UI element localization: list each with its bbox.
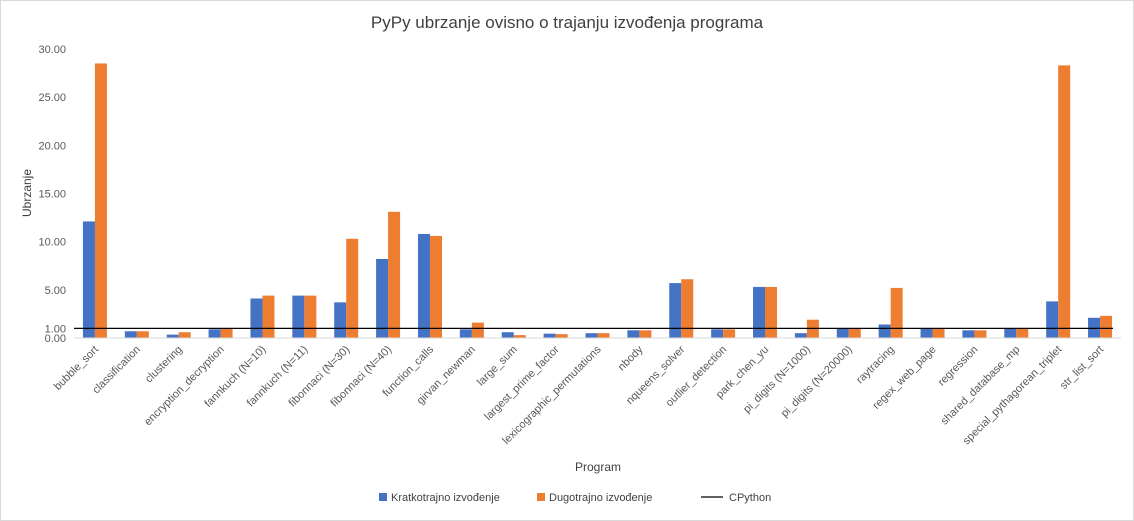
y-tick-label: 30.00	[38, 44, 66, 56]
bar-short-21	[962, 330, 975, 338]
bar-short-7	[376, 259, 389, 338]
y-tick-label: 0.00	[45, 333, 66, 345]
bar-short-16	[753, 286, 766, 338]
bar-long-16	[765, 286, 778, 338]
y-tick-label: 15.00	[38, 189, 66, 201]
bar-short-6	[334, 302, 347, 338]
bar-long-19	[890, 287, 903, 338]
bar-long-7	[388, 211, 401, 338]
y-tick-label: 10.00	[38, 237, 66, 249]
bar-short-3	[208, 329, 221, 338]
legend-swatch-1	[537, 493, 545, 501]
x-axis-title: Program	[575, 460, 621, 474]
y-tick-label: 1.00	[45, 323, 66, 335]
bar-long-3	[220, 328, 233, 338]
bars-group	[82, 63, 1113, 339]
x-tick-label: pi_digits (N=20000)	[779, 344, 855, 420]
bar-short-5	[292, 295, 305, 338]
bar-short-9	[459, 329, 472, 338]
bar-long-22	[1016, 328, 1029, 338]
y-tick-label: 25.00	[38, 92, 66, 104]
bar-long-9	[471, 322, 484, 338]
bar-long-8	[429, 235, 442, 338]
y-tick-label: 5.00	[45, 285, 66, 297]
bar-long-6	[346, 238, 359, 338]
bar-long-21	[974, 330, 987, 338]
bar-long-1	[136, 331, 149, 338]
x-tick-label: str_list_sort	[1058, 344, 1106, 392]
bar-short-19	[878, 324, 891, 338]
x-tick-label: encryption_decryption	[142, 344, 227, 429]
bar-short-18	[836, 328, 849, 338]
bar-long-2	[178, 332, 191, 338]
bar-short-4	[250, 298, 263, 338]
bar-long-15	[723, 329, 736, 338]
bar-short-12	[585, 333, 598, 338]
bar-long-12	[597, 333, 610, 338]
bar-long-13	[639, 330, 652, 338]
bar-short-14	[669, 283, 682, 338]
x-tick-label: shared_database_mp	[939, 344, 1023, 428]
y-axis-ticks: 0.001.00 5.00 10.00 15.00 20.00 25.00 30.00	[38, 44, 66, 345]
bar-short-15	[711, 329, 724, 338]
x-tick-label: clustering	[143, 344, 185, 386]
bar-short-0	[82, 221, 95, 338]
y-tick-label: 20.00	[38, 140, 66, 152]
y-axis-title: Ubrzanje	[20, 169, 34, 217]
bar-short-22	[1004, 328, 1017, 338]
legend: Kratkotrajno izvođenje Dugotrajno izvođen…	[379, 492, 771, 504]
legend-label-0: Kratkotrajno izvođenje	[391, 492, 500, 504]
bar-long-10	[513, 335, 526, 338]
bar-short-23	[1046, 301, 1059, 338]
chart-title: PyPy ubrzanje ovisno o trajanju izvođenj…	[371, 13, 764, 32]
bar-long-24	[1100, 315, 1113, 338]
bar-short-2	[166, 334, 179, 338]
bar-short-11	[543, 333, 556, 338]
bar-long-5	[304, 295, 317, 338]
axes-group	[74, 327, 1121, 339]
legend-swatch-0	[379, 493, 387, 501]
x-tick-label: nbody	[616, 343, 646, 373]
bar-short-1	[124, 331, 137, 338]
bar-long-4	[262, 295, 275, 338]
bar-long-23	[1058, 65, 1071, 339]
bar-long-18	[848, 328, 861, 338]
bar-short-8	[417, 233, 430, 338]
bar-long-20	[932, 328, 945, 338]
legend-label-1: Dugotrajno izvođenje	[549, 492, 652, 504]
bar-long-0	[94, 63, 107, 338]
bar-long-11	[555, 334, 568, 338]
bar-short-17	[794, 333, 807, 338]
x-tick-label: largest_prime_factor	[482, 343, 562, 423]
x-tick-label: large_sum	[475, 344, 520, 389]
bar-short-13	[627, 330, 640, 338]
bar-long-14	[681, 279, 694, 338]
bar-short-20	[920, 328, 933, 338]
x-tick-label: raytracing	[854, 344, 897, 387]
bar-short-10	[501, 332, 514, 338]
legend-label-cpython: CPython	[729, 492, 771, 504]
x-tick-label: regression	[936, 344, 981, 389]
